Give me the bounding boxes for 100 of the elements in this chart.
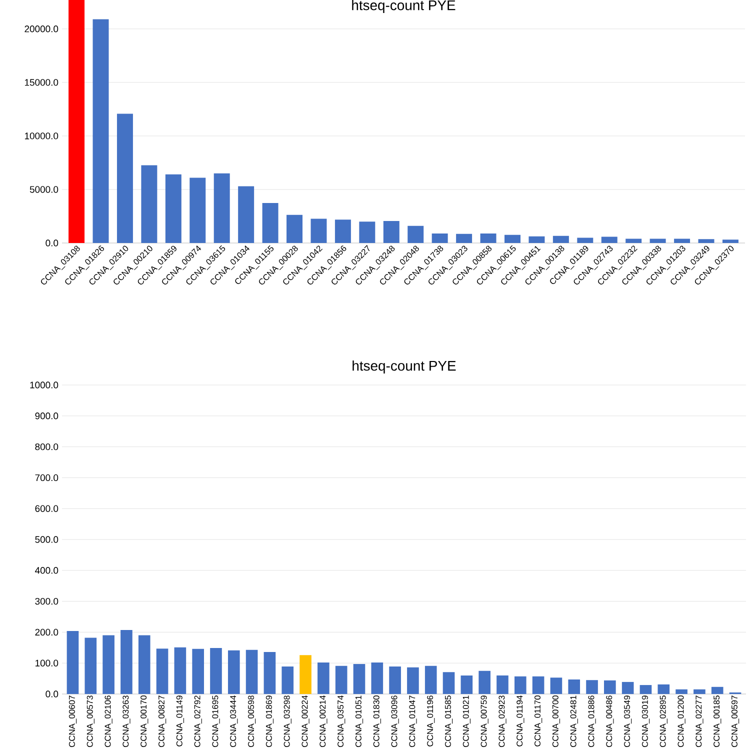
bar — [210, 648, 222, 694]
bar — [156, 648, 168, 694]
y-tick-label: 800.0 — [35, 443, 58, 450]
x-tick-label: CCNA_01196 — [427, 696, 435, 746]
x-tick-label: CCNA_00598 — [248, 696, 256, 748]
bar — [262, 202, 278, 243]
bar — [601, 236, 618, 243]
bar — [480, 233, 496, 243]
bar — [102, 635, 114, 694]
x-tick-label: CCNA_01695 — [212, 696, 220, 748]
x-tick-label: CCNA_03096 — [391, 696, 399, 748]
y-tick-label: 300.0 — [35, 598, 58, 605]
y-tick-label: 900.0 — [35, 412, 58, 420]
bar — [66, 630, 79, 694]
bar — [568, 679, 580, 694]
x-tick-label: CCNA_01047 — [409, 696, 417, 748]
bar — [528, 236, 545, 243]
bar — [532, 676, 544, 694]
x-tick-label: CCNA_00214 — [320, 695, 328, 748]
bar — [353, 664, 366, 694]
x-tick-label: CCNA_03444 — [230, 695, 238, 748]
bar — [190, 178, 206, 243]
x-tick-label: CCNA_00224 — [302, 695, 310, 748]
bar — [552, 236, 569, 243]
bar — [120, 630, 132, 694]
bar — [359, 222, 376, 243]
bar — [335, 666, 348, 694]
y-tick-label: 400.0 — [35, 567, 58, 574]
x-tick-label: CCNA_00759 — [480, 696, 488, 748]
y-tick-label: 15000.0 — [24, 79, 58, 86]
bar — [650, 238, 666, 243]
bar — [138, 635, 150, 694]
x-tick-label: CCNA_01170 — [534, 696, 542, 746]
bar — [478, 670, 490, 694]
bar — [192, 648, 204, 694]
y-tick-label: 1000.0 — [30, 382, 58, 388]
bar — [432, 233, 448, 243]
x-tick-label: CCNA_03263 — [122, 696, 130, 748]
bar — [604, 680, 616, 694]
bar — [141, 165, 158, 243]
bar — [371, 662, 384, 694]
y-tick-label: 700.0 — [35, 474, 58, 482]
x-tick-label: CCNA_01830 — [373, 696, 381, 748]
x-tick-label: CCNA_01051 — [355, 696, 364, 748]
x-tick-label: CCNA_01200 — [678, 696, 686, 748]
bar — [300, 655, 312, 694]
x-tick-label: CCNA_00700 — [552, 696, 560, 748]
bar — [238, 186, 254, 243]
x-tick-label: CCNA_02277 — [696, 696, 704, 748]
bar — [722, 240, 738, 243]
y-tick-label: 100.0 — [36, 660, 58, 666]
bar — [264, 652, 276, 694]
bar — [496, 675, 508, 694]
bar — [694, 689, 706, 694]
bar — [424, 666, 437, 694]
y-tick-label: 10000.0 — [24, 132, 58, 140]
bar — [408, 226, 424, 243]
x-tick-label: CCNA_02106 — [104, 696, 112, 748]
x-tick-label: CCNA_00607 — [68, 696, 77, 748]
bar — [622, 682, 634, 694]
chart-title: htseq-count PYE — [352, 360, 456, 374]
y-tick-label: 200.0 — [35, 628, 58, 636]
bar — [504, 234, 520, 243]
bar — [577, 238, 594, 243]
bar — [286, 214, 303, 243]
chart-title: htseq-count PYE — [352, 0, 456, 13]
x-tick-label: CCNA_03019 — [642, 696, 650, 748]
y-tick-label: 600.0 — [35, 505, 58, 512]
bar — [246, 650, 258, 694]
bar — [174, 647, 186, 694]
bar — [383, 221, 400, 243]
x-tick-label: CCNA_00597 — [731, 696, 740, 748]
bar — [640, 685, 652, 694]
x-tick-label: CCNA_03298 — [284, 696, 292, 748]
x-tick-label: CCNA_00486 — [606, 696, 614, 748]
x-tick-label: CCNA_03549 — [624, 696, 632, 748]
bar — [84, 638, 97, 694]
y-tick-label: 0.0 — [46, 240, 58, 246]
x-tick-label: CCNA_00573 — [86, 696, 94, 748]
x-tick-label: CCNA_00827 — [158, 696, 166, 748]
bar — [310, 218, 327, 243]
bar — [442, 672, 455, 694]
bar — [214, 173, 230, 243]
bar — [389, 666, 401, 694]
y-tick-label: 500.0 — [35, 536, 58, 543]
bar — [586, 680, 598, 694]
x-tick-label: CCNA_02923 — [498, 696, 506, 748]
x-tick-label: CCNA_01869 — [266, 696, 274, 748]
bar — [658, 684, 670, 694]
bar — [282, 666, 294, 694]
bar — [165, 174, 182, 243]
bar — [698, 239, 714, 243]
x-tick-label: CCNA_01886 — [588, 696, 596, 748]
x-tick-label: CCNA_00170 — [140, 696, 148, 748]
bar — [676, 689, 688, 694]
bar — [334, 220, 351, 243]
bar — [456, 234, 472, 243]
bar — [674, 238, 690, 243]
x-tick-label: CCNA_02792 — [194, 696, 202, 748]
bar — [318, 662, 330, 694]
